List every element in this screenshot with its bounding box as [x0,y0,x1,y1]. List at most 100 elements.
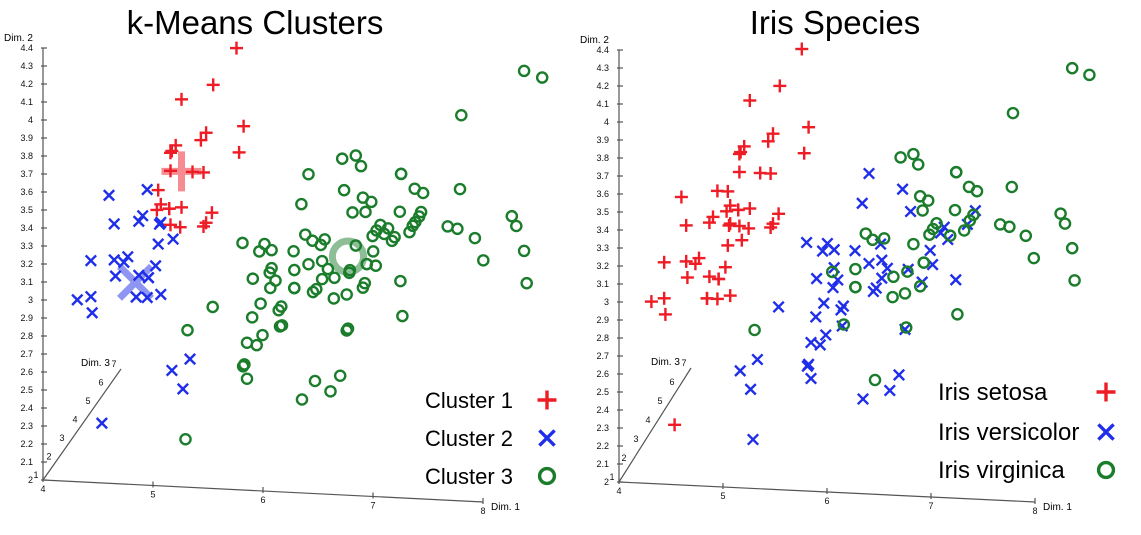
data-point-circle [265,243,278,257]
data-point-cross [828,243,841,256]
data-point-circle [394,274,407,288]
circle-marker [264,281,277,295]
data-point-plus [723,289,737,303]
data-point-cross [71,293,84,306]
z-tick-label: 4 [72,415,77,425]
cross-marker-b [176,382,189,395]
data-point-circle [341,322,355,335]
data-point-circle [288,263,301,277]
circle-marker [275,319,289,332]
circle-marker [505,209,519,223]
y-tick-label: 4.3 [596,63,609,73]
circle-marker [837,318,851,331]
y-tick-label: 2.6 [20,367,33,377]
y-tick-label: 3.3 [596,243,609,253]
cross-marker-b [183,353,197,366]
circle-marker [327,292,341,305]
data-point-circle [236,236,249,250]
data-point-plus [657,291,671,305]
data-point-cross [809,310,822,323]
circle-marker [535,71,549,84]
circle-marker [1003,220,1016,234]
cross-marker-b [734,364,747,377]
z-axis-line [618,367,692,483]
cross-marker-b [896,183,909,196]
circle-marker [898,287,912,300]
data-point-circle [1083,68,1096,82]
circle-marker [340,288,353,301]
circle-marker [408,182,421,196]
legend-label: Iris virginica [938,457,1065,484]
circle-marker [246,272,260,285]
x-tick-label: 7 [370,501,375,511]
data-point-circle [894,151,907,164]
circle-marker [849,262,862,276]
data-point-circle [517,64,531,78]
circle-marker [315,254,329,268]
data-point-circle [264,281,277,295]
circle-marker [907,147,920,161]
legend-label: Iris setosa [938,379,1048,406]
data-point-circle [825,265,839,279]
circle-marker [962,180,976,194]
data-point-cross [816,245,829,258]
legend-marker-plus [1096,382,1116,402]
cross-marker-b [108,217,121,230]
centroid-marker-3 [328,237,368,276]
cross-marker-b [902,263,915,276]
circle-marker [366,245,380,258]
z-tick-label: 4 [645,415,650,425]
data-point-plus [175,92,188,106]
y-tick-label: 3.2 [20,259,33,269]
cross-marker-b [814,338,827,351]
y-tick-label: 3.9 [20,133,33,143]
data-point-plus [692,251,706,265]
circle-marker [356,281,370,294]
data-point-circle [206,300,219,314]
circle-marker [517,64,531,78]
circle-marker [306,285,320,299]
data-point-circle [263,266,276,279]
circle-marker [179,432,192,446]
cross-marker-b [154,288,167,301]
data-point-circle [1065,241,1079,255]
data-point-circle [877,232,891,245]
data-point-circle [315,272,329,286]
data-point-circle [901,265,914,278]
centroid-marker-2 [117,263,154,301]
cross-marker-b [108,253,121,266]
circle-marker [295,197,308,211]
data-point-circle [453,182,467,196]
data-point-cross [870,282,883,295]
circle-marker [886,290,899,304]
y-tick-label: 4.4 [20,43,33,53]
y-tick-label: 3.7 [596,171,609,181]
y-tick-label: 3.6 [20,187,33,197]
data-point-plus [795,42,809,56]
data-point-circle [1068,274,1081,287]
y-tick-label: 3.1 [596,279,609,289]
data-point-plus [680,271,694,284]
circle-marker [911,158,925,171]
data-point-circle [302,167,315,181]
circle-marker [388,230,401,244]
cross-marker-b [130,290,143,304]
y-axis-label: Dim. 2 [580,35,609,46]
circle-marker [335,152,349,165]
data-point-circle [913,280,927,293]
circle-marker [477,254,490,267]
circle-marker [253,245,266,258]
data-point-circle [866,233,879,247]
circle-marker [254,297,267,310]
data-point-circle [288,281,301,295]
y-tick-label: 3.1 [20,277,33,287]
data-point-cross [165,364,178,377]
y-tick-label: 2.6 [596,369,609,379]
data-point-circle [295,197,308,211]
data-point-plus [706,210,720,224]
y-tick-label: 4.3 [20,61,33,71]
cross-marker-b [810,272,823,285]
y-axis-label: Dim. 2 [4,33,33,44]
data-point-circle [299,228,312,241]
data-point-circle [340,288,353,301]
